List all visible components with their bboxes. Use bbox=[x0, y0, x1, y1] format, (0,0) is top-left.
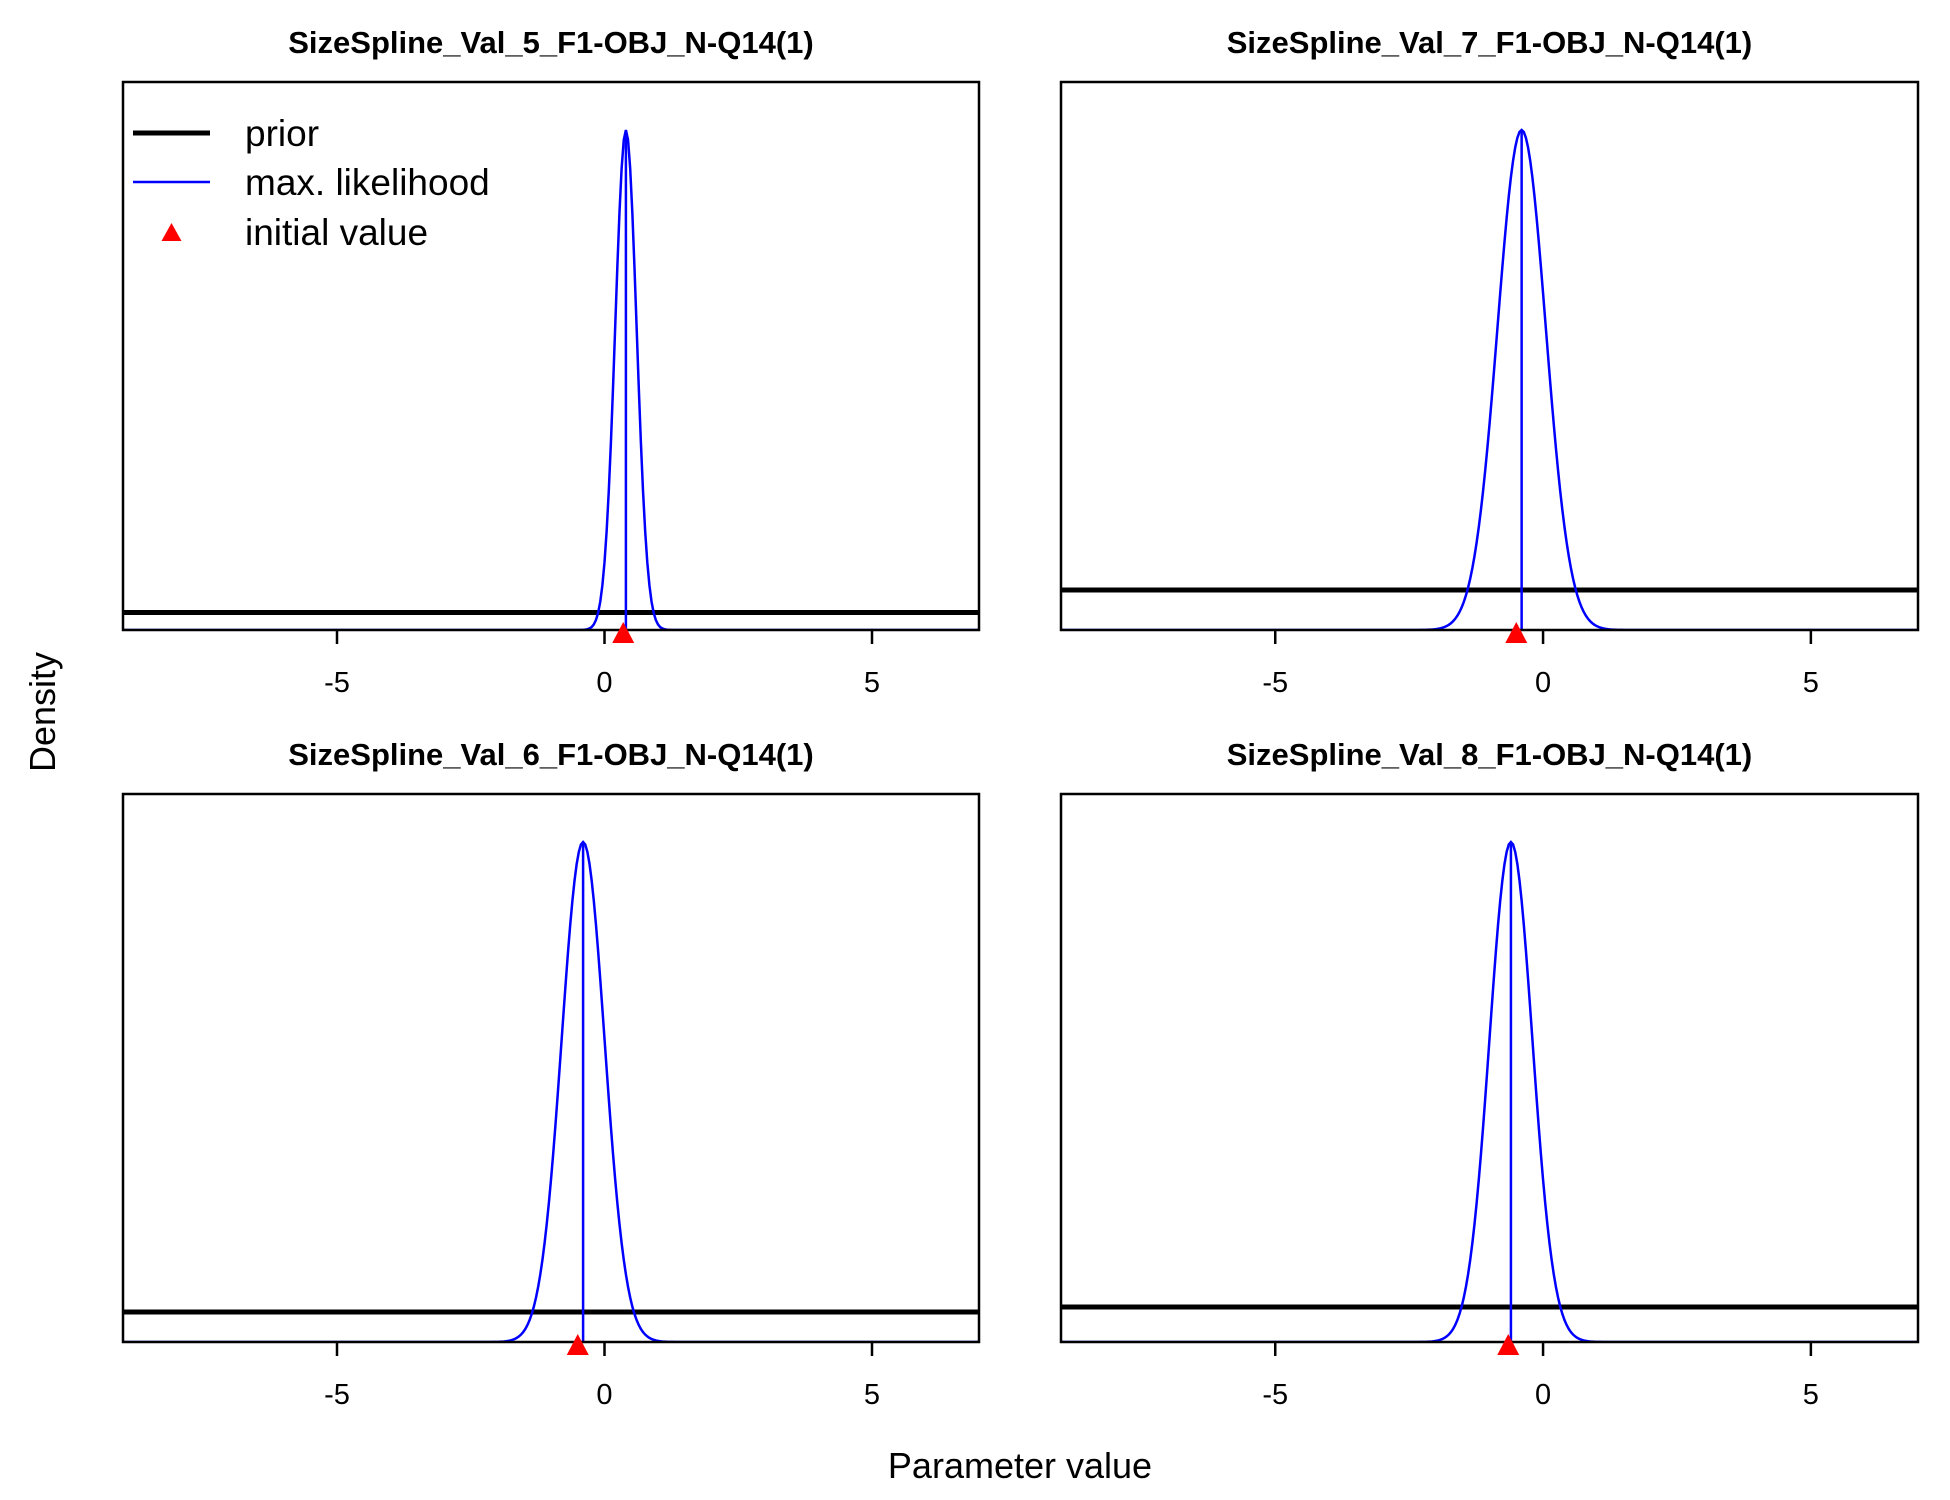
x-tick-label: 5 bbox=[864, 1379, 880, 1411]
x-tick-label: 5 bbox=[864, 667, 880, 699]
initial-value-marker bbox=[1505, 622, 1528, 643]
panel-title: SizeSpline_Val_7_F1-OBJ_N-Q14(1) bbox=[1227, 25, 1753, 60]
legend-mle-label: max. likelihood bbox=[245, 162, 490, 203]
legend: prior max. likelihood initial value bbox=[133, 113, 490, 253]
mle-curve bbox=[123, 840, 979, 1342]
panel-title: SizeSpline_Val_6_F1-OBJ_N-Q14(1) bbox=[288, 737, 814, 772]
x-tick-label: 0 bbox=[596, 667, 612, 699]
panel-title: SizeSpline_Val_8_F1-OBJ_N-Q14(1) bbox=[1227, 737, 1753, 772]
panel-1: SizeSpline_Val_5_F1-OBJ_N-Q14(1) -5 0 5 bbox=[121, 25, 981, 699]
x-tick-label: 0 bbox=[596, 1379, 612, 1411]
x-tick-label: -5 bbox=[324, 667, 350, 699]
mle-curve bbox=[1061, 840, 1918, 1342]
legend-initial-label: initial value bbox=[245, 212, 428, 253]
plot-frame bbox=[121, 80, 981, 632]
x-tick-label: -5 bbox=[324, 1379, 350, 1411]
plot-frame bbox=[1059, 80, 1920, 632]
panel-2: SizeSpline_Val_7_F1-OBJ_N-Q14(1) -5 0 5 bbox=[1059, 25, 1920, 699]
x-axis-title: Parameter value bbox=[888, 1445, 1152, 1486]
legend-initial-swatch bbox=[161, 223, 182, 241]
x-tick-label: -5 bbox=[1262, 667, 1288, 699]
initial-value-marker bbox=[1497, 1334, 1520, 1355]
initial-value-marker bbox=[566, 1334, 589, 1355]
plot-frame bbox=[1059, 792, 1920, 1344]
x-tick-label: -5 bbox=[1262, 1379, 1288, 1411]
panel-3: SizeSpline_Val_6_F1-OBJ_N-Q14(1) -5 0 5 bbox=[121, 737, 981, 1411]
x-tick-label: 0 bbox=[1535, 667, 1551, 699]
x-tick-label: 0 bbox=[1535, 1379, 1551, 1411]
initial-value-marker bbox=[612, 622, 635, 643]
mle-curve bbox=[1061, 128, 1918, 630]
x-tick-label: 5 bbox=[1803, 667, 1819, 699]
plot-frame bbox=[121, 792, 981, 1344]
mle-curve bbox=[123, 129, 979, 630]
panel-4: SizeSpline_Val_8_F1-OBJ_N-Q14(1) -5 0 5 bbox=[1059, 737, 1920, 1411]
y-axis-title: Density bbox=[22, 652, 63, 772]
legend-prior-label: prior bbox=[245, 113, 319, 154]
x-tick-label: 5 bbox=[1803, 1379, 1819, 1411]
panel-title: SizeSpline_Val_5_F1-OBJ_N-Q14(1) bbox=[288, 25, 814, 60]
